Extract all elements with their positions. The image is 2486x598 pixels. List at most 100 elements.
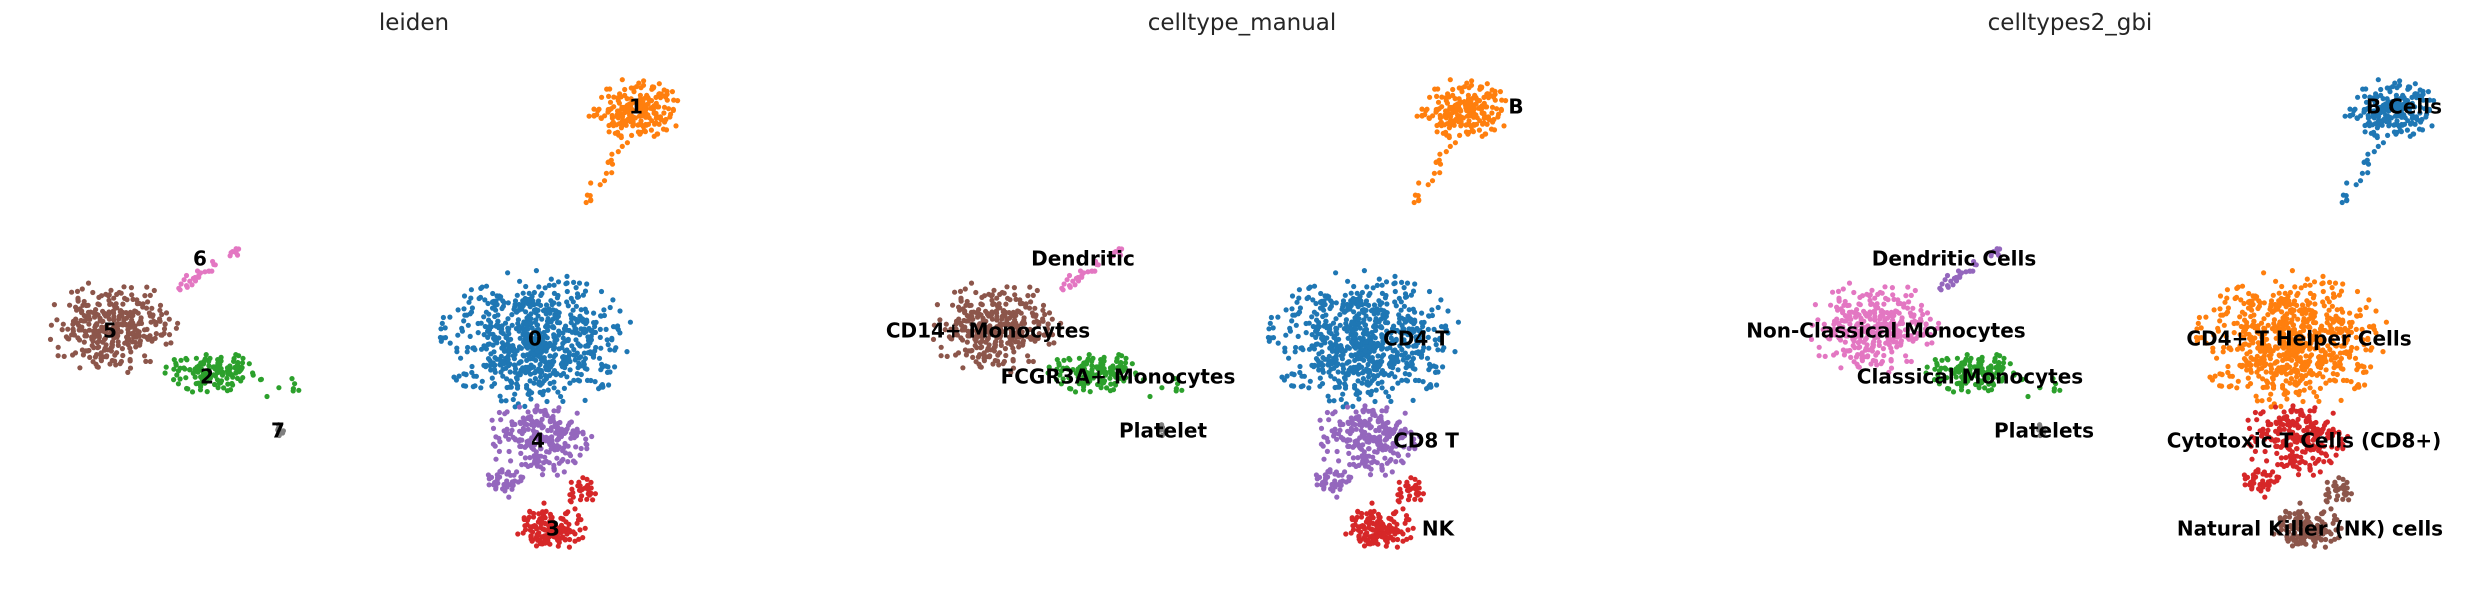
cluster-label: CD4 T <box>1383 327 1449 351</box>
data-point <box>576 479 582 485</box>
data-point <box>519 306 525 312</box>
data-point <box>2297 388 2303 394</box>
data-point <box>505 470 511 476</box>
data-point <box>1337 322 1343 328</box>
data-point <box>1332 376 1338 382</box>
data-point <box>937 317 943 323</box>
data-point <box>78 327 84 333</box>
data-point <box>1429 307 1435 313</box>
data-point <box>1344 328 1350 334</box>
data-point <box>535 339 541 345</box>
data-point <box>1453 116 1459 122</box>
data-point <box>525 369 531 375</box>
data-point <box>224 365 231 371</box>
data-point <box>1443 323 1449 329</box>
data-point <box>1447 143 1453 149</box>
data-point <box>1379 354 1385 360</box>
data-point <box>2212 373 2218 379</box>
data-point <box>1373 387 1379 393</box>
data-point <box>1943 366 1949 372</box>
data-point <box>550 324 556 330</box>
data-point <box>178 357 184 363</box>
data-point <box>2411 131 2417 137</box>
cluster-label: 7 <box>271 419 285 443</box>
data-point <box>521 421 528 427</box>
data-point <box>2408 103 2414 109</box>
data-point <box>127 365 134 371</box>
data-point <box>206 363 212 369</box>
data-point <box>504 341 510 348</box>
data-point <box>578 307 584 313</box>
data-point <box>2211 307 2217 313</box>
data-point <box>503 334 509 341</box>
data-point <box>1102 372 1109 378</box>
data-point <box>1001 358 1007 365</box>
data-point <box>1366 374 1372 380</box>
data-point <box>130 312 136 319</box>
data-point <box>560 456 566 463</box>
data-point <box>525 426 531 432</box>
data-point <box>198 384 204 390</box>
data-point <box>1001 321 1007 327</box>
data-point <box>2258 347 2264 353</box>
data-point <box>582 525 588 531</box>
data-point <box>2419 116 2425 123</box>
data-point <box>114 326 120 332</box>
cluster-label: 6 <box>193 247 207 271</box>
data-point <box>561 469 567 475</box>
data-point <box>598 345 604 351</box>
data-point <box>2307 358 2313 365</box>
cluster-b <box>1411 77 1509 206</box>
data-point <box>200 361 206 367</box>
data-point <box>111 295 117 301</box>
data-point <box>2307 344 2313 351</box>
data-point <box>189 282 195 288</box>
data-point <box>1980 372 1987 378</box>
data-point <box>543 302 550 308</box>
data-point <box>98 293 105 299</box>
data-point <box>2371 129 2377 135</box>
data-point <box>560 340 566 347</box>
data-point <box>2257 300 2263 306</box>
data-point <box>136 333 142 339</box>
data-point <box>542 285 548 291</box>
data-point <box>498 369 504 375</box>
cluster-4 <box>485 403 595 500</box>
data-point <box>637 108 643 114</box>
data-point <box>1434 129 1440 135</box>
data-point <box>497 439 503 445</box>
data-point <box>2301 323 2307 329</box>
data-point <box>1979 380 1985 386</box>
data-point <box>2288 376 2294 382</box>
data-point <box>522 527 529 533</box>
data-point <box>578 445 584 452</box>
data-point <box>1964 352 1970 358</box>
data-point <box>1015 339 1021 345</box>
data-point <box>1924 364 1930 370</box>
data-point <box>1345 335 1351 341</box>
data-point <box>1337 427 1343 433</box>
data-point <box>1376 446 1382 452</box>
data-point <box>489 305 496 311</box>
data-point <box>532 319 538 325</box>
data-point <box>1294 299 1300 305</box>
data-point <box>125 330 132 336</box>
data-point <box>184 385 190 392</box>
data-point <box>585 337 592 343</box>
data-point <box>1337 486 1343 492</box>
data-point <box>486 482 492 488</box>
data-point <box>1345 419 1351 425</box>
data-point <box>114 321 120 327</box>
data-point <box>476 295 482 302</box>
data-point <box>643 114 649 120</box>
data-point <box>660 126 667 132</box>
data-point <box>493 323 499 329</box>
data-point <box>1976 385 1982 391</box>
data-point <box>582 288 589 294</box>
data-point <box>524 315 530 321</box>
data-point <box>1399 377 1405 383</box>
data-point <box>1410 288 1417 294</box>
data-point <box>2295 316 2301 322</box>
data-point <box>566 544 573 550</box>
data-point <box>487 474 494 480</box>
